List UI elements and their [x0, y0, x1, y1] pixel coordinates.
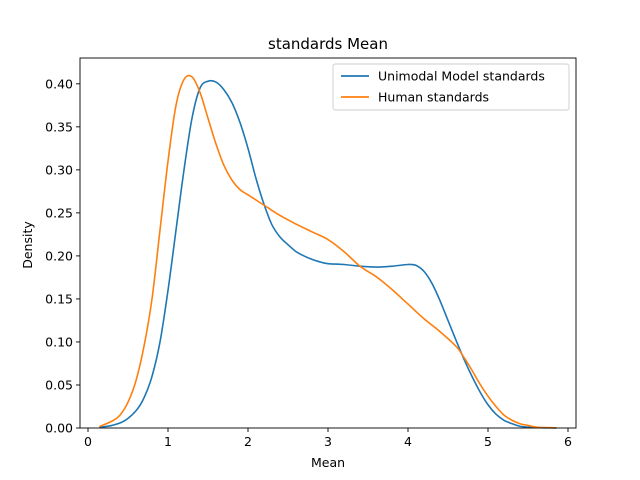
- legend-box: [332, 63, 570, 111]
- y-tick-label: 0.15: [45, 291, 73, 306]
- x-tick-label: 6: [564, 434, 572, 449]
- series-line-1: [99, 74, 557, 429]
- y-tick-label: 0.40: [45, 76, 73, 91]
- x-tick-label: 3: [324, 434, 332, 449]
- x-axis-label: Mean: [311, 455, 345, 470]
- y-tick-label: 0.30: [45, 162, 73, 177]
- y-tick-label: 0.20: [45, 248, 73, 263]
- y-tick-label: 0.25: [45, 205, 73, 220]
- x-tick-label: 2: [244, 434, 252, 449]
- y-tick-label: 0.00: [45, 421, 73, 436]
- series-line-0: [99, 79, 557, 429]
- series-layer: [99, 74, 557, 429]
- legend: Unimodal Model standards Human standards: [332, 63, 570, 111]
- chart-title: standards Mean: [268, 35, 388, 53]
- y-tick-label: 0.10: [45, 334, 73, 349]
- x-tick-label: 4: [404, 434, 412, 449]
- y-tick-label: 0.05: [45, 377, 73, 392]
- legend-label-1: Human standards: [378, 90, 489, 105]
- x-tick-label: 5: [484, 434, 492, 449]
- axes-layer: 0 1 2 3 4 5 6 0.00 0.05 0.10 0.15 0.20 0.25 0.30 0.35 0…: [45, 57, 577, 449]
- x-tick-label: 1: [164, 434, 172, 449]
- y-tick-label: 0.35: [45, 119, 73, 134]
- y-axis-label: Density: [20, 221, 35, 269]
- x-tick-label: 0: [84, 434, 92, 449]
- legend-label-0: Unimodal Model standards: [378, 69, 545, 84]
